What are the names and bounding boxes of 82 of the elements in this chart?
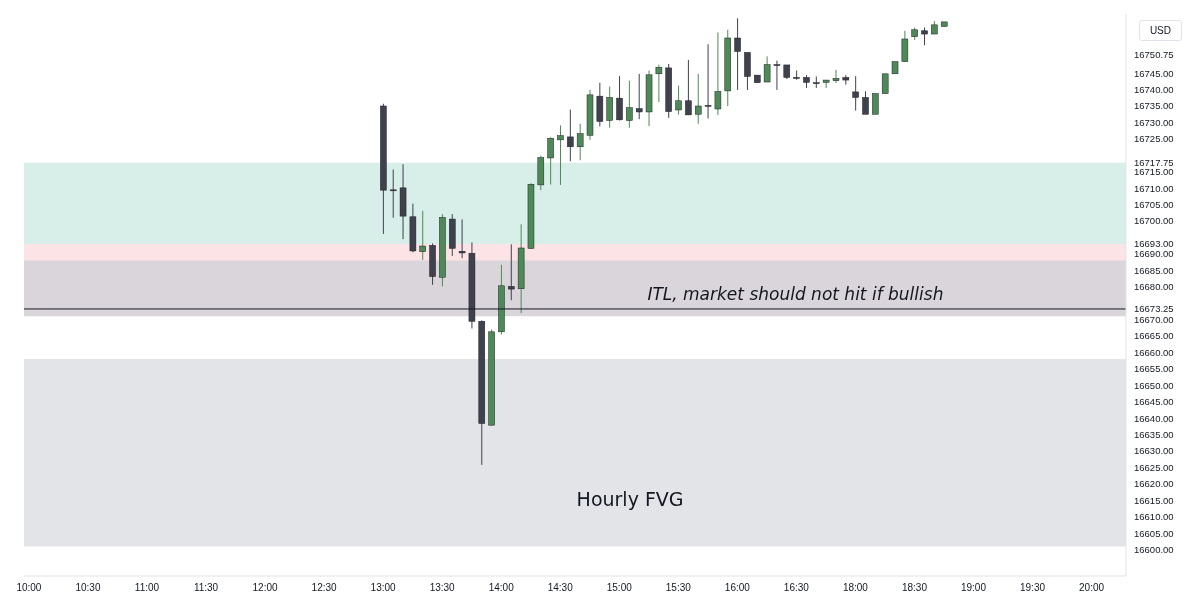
y-tick-label: 16630.00 [1134, 445, 1174, 457]
candlestick [419, 210, 426, 261]
candlestick [832, 69, 840, 84]
candlestick [744, 51, 751, 91]
candlestick [675, 85, 682, 116]
candlestick [901, 30, 909, 63]
candlestick [389, 168, 397, 219]
candlestick [822, 79, 830, 89]
candlestick [606, 86, 613, 129]
candlestick [458, 218, 466, 259]
candlestick [567, 109, 574, 162]
y-tick-label: 16680.00 [1134, 281, 1174, 293]
candlestick [881, 73, 889, 95]
candlestick [872, 93, 879, 115]
x-tick-label: 12:30 [311, 582, 338, 594]
y-tick-label: 16600.00 [1134, 544, 1174, 556]
x-tick-label: 10:00 [16, 582, 42, 594]
candlestick [547, 136, 554, 186]
y-tick-label: 16690.00 [1134, 248, 1174, 260]
y-tick-label: 16635.00 [1134, 429, 1174, 441]
candlestick [626, 80, 633, 129]
x-tick-label: 19:00 [960, 582, 987, 594]
x-tick-label: 20:00 [1079, 582, 1105, 594]
x-tick-label: 16:30 [783, 582, 810, 594]
candlestick [576, 123, 584, 161]
y-tick-label: 16705.00 [1134, 198, 1174, 210]
y-tick-label: 16745.00 [1134, 67, 1174, 79]
y-tick-label: 16693.00 [1134, 238, 1174, 250]
y-tick-label: 16717.75 [1134, 157, 1174, 169]
y-tick-label: 16740.00 [1134, 83, 1174, 95]
y-tick-label: 16750.75 [1134, 48, 1174, 60]
y-tick-label: 16700.00 [1134, 215, 1174, 227]
y-tick-label: 16673.25 [1134, 303, 1174, 315]
candlestick [714, 31, 722, 116]
y-tick-label: 16715.00 [1134, 166, 1174, 178]
y-tick-label: 16685.00 [1134, 264, 1174, 276]
candlestick [655, 64, 663, 103]
y-tick-label: 16640.00 [1134, 412, 1174, 424]
candlestick [616, 75, 623, 121]
y-tick-label: 16645.00 [1134, 396, 1174, 408]
x-tick-label: 15:00 [606, 582, 633, 594]
x-tick-label: 13:00 [370, 582, 397, 594]
candlestick [704, 43, 712, 120]
x-tick-label: 19:30 [1020, 582, 1046, 594]
ref-line-label: ITL, market should not hit if bullish [647, 283, 944, 304]
candlestick [685, 59, 692, 116]
x-tick-label: 14:30 [547, 582, 574, 594]
candlestick [763, 55, 771, 83]
x-tick-label: 11:30 [193, 582, 219, 594]
candlestick [694, 73, 702, 125]
y-tick-label: 16605.00 [1134, 527, 1174, 539]
candlestick [852, 75, 859, 112]
x-tick-label: 15:30 [665, 582, 692, 594]
candlestick [773, 60, 781, 91]
x-tick-label: 11:00 [134, 582, 160, 594]
x-tick-label: 18:00 [842, 582, 869, 594]
x-tick-label: 12:00 [252, 582, 279, 594]
text: USD [1138, 20, 1182, 41]
y-tick-label: 16610.00 [1134, 511, 1174, 523]
x-tick-label: 18:30 [901, 582, 928, 594]
y-tick-label: 16620.00 [1134, 478, 1174, 490]
y-tick-label: 16625.00 [1134, 461, 1174, 473]
y-tick-label: 16670.00 [1134, 314, 1174, 326]
candlestick [557, 124, 564, 186]
candlestick [635, 73, 643, 120]
y-tick-label: 16710.00 [1134, 182, 1174, 194]
x-tick-label: 16:00 [724, 582, 751, 594]
y-tick-label: 16650.00 [1134, 379, 1174, 391]
x-tick-label: 14:00 [488, 582, 515, 594]
y-tick-label: 16660.00 [1134, 346, 1174, 358]
candlestick [734, 17, 741, 91]
y-tick-label: 16655.00 [1134, 363, 1174, 375]
band-label: Hourly FVG [576, 488, 684, 511]
y-tick-label: 16735.00 [1134, 100, 1174, 112]
candlestick [508, 243, 515, 301]
y-tick-label: 16725.00 [1134, 133, 1174, 145]
candlestick [862, 90, 869, 115]
y-tick-label: 16615.00 [1134, 494, 1174, 506]
x-tick-label: 13:30 [429, 582, 456, 594]
y-tick-label: 16665.00 [1134, 330, 1174, 342]
x-tick-label: 10:30 [75, 582, 101, 594]
y-tick-label: 16730.00 [1134, 116, 1174, 128]
